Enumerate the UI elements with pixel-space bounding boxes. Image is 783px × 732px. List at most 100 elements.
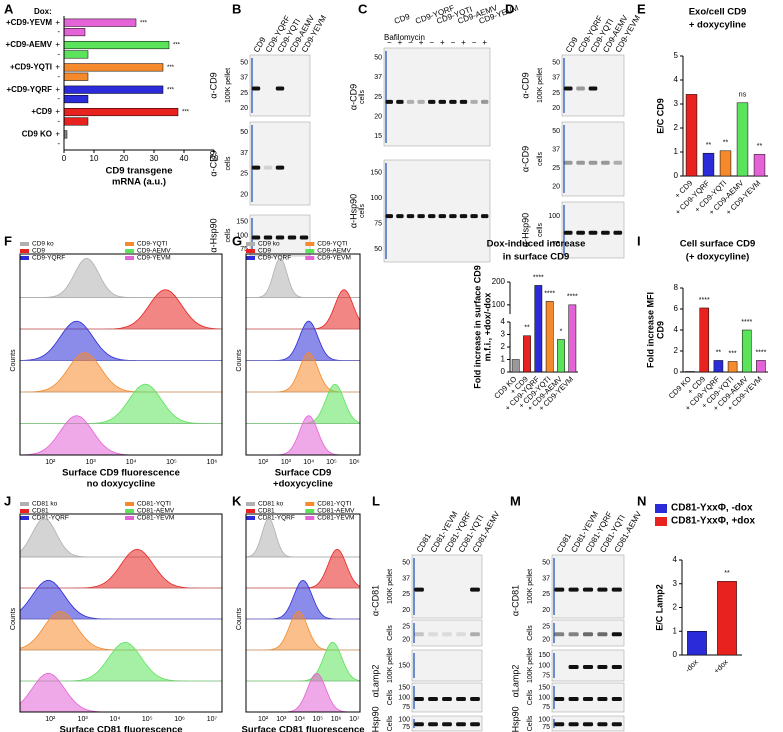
treatment-sign: − bbox=[451, 38, 456, 47]
mw-marker: 50 bbox=[402, 560, 410, 567]
band bbox=[396, 99, 404, 104]
significance: ns bbox=[739, 92, 747, 99]
y-axis-label: CD9 bbox=[655, 321, 665, 339]
sample-label: Cells bbox=[387, 625, 394, 641]
band bbox=[611, 696, 622, 701]
bar bbox=[736, 102, 749, 177]
bar bbox=[756, 360, 766, 373]
antibody-label: α-Hsp90 bbox=[348, 194, 358, 228]
x-tick-label: 10² bbox=[258, 459, 269, 466]
antibody-label: αLamp2 bbox=[510, 665, 520, 698]
band bbox=[438, 99, 447, 104]
legend-label: CD81-YQRF bbox=[32, 515, 69, 522]
x-tick-label: 10⁷ bbox=[207, 716, 218, 723]
significance: *** bbox=[167, 65, 175, 71]
panel-letter: G bbox=[232, 233, 242, 248]
band bbox=[414, 696, 424, 701]
x-tick-label: 10 bbox=[90, 154, 99, 163]
band bbox=[470, 722, 480, 727]
band bbox=[554, 696, 565, 701]
band bbox=[563, 86, 573, 91]
y-tick-label: 2 bbox=[674, 346, 679, 355]
legend-label: CD9 ko bbox=[258, 241, 280, 248]
legend-swatch bbox=[246, 509, 255, 513]
antibody-label: α-Hsp90 bbox=[520, 213, 530, 247]
band bbox=[597, 722, 608, 727]
band bbox=[396, 214, 404, 219]
band bbox=[428, 696, 438, 701]
mw-marker: 100 bbox=[538, 717, 550, 724]
band bbox=[456, 722, 466, 727]
x-tick-label: 10³ bbox=[86, 459, 97, 466]
y-tick-label: 4 bbox=[673, 555, 678, 564]
legend-swatch bbox=[20, 509, 29, 513]
band bbox=[611, 587, 622, 592]
sample-label: cells bbox=[359, 90, 366, 105]
band bbox=[299, 235, 309, 240]
legend-swatch bbox=[125, 509, 135, 513]
significance: *** bbox=[182, 110, 190, 116]
band bbox=[427, 214, 436, 219]
significance: ** bbox=[716, 349, 722, 356]
sample-label: 100K pellet bbox=[387, 569, 394, 604]
band bbox=[449, 214, 457, 219]
sample-label: cells bbox=[225, 228, 232, 243]
histogram bbox=[246, 610, 360, 651]
x-tick-label: 10⁵ bbox=[326, 459, 337, 466]
legend-label: CD9-YQTI bbox=[317, 241, 348, 248]
band bbox=[263, 235, 273, 240]
bar bbox=[687, 631, 707, 656]
series-sign: + bbox=[55, 62, 60, 71]
y-tick-label: 3 bbox=[673, 579, 678, 588]
band bbox=[417, 214, 425, 219]
band bbox=[263, 165, 273, 170]
y-axis-label: Counts bbox=[236, 349, 243, 372]
band bbox=[470, 632, 480, 637]
legend-swatch bbox=[305, 242, 315, 246]
mw-marker: 150 bbox=[538, 652, 550, 659]
band bbox=[613, 230, 623, 235]
histogram bbox=[19, 517, 222, 558]
band bbox=[417, 99, 425, 104]
mw-marker: 25 bbox=[542, 623, 550, 630]
treatment-sign: + bbox=[461, 38, 466, 47]
treatment-sign: + bbox=[398, 38, 403, 47]
category-label: +CD9-YEVM bbox=[6, 18, 52, 27]
series-sign: - bbox=[57, 139, 60, 148]
band bbox=[601, 230, 610, 235]
band bbox=[470, 214, 478, 219]
legend-swatch bbox=[20, 516, 29, 520]
legend-label: CD81 bbox=[32, 508, 49, 515]
x-tick-label: 20 bbox=[120, 154, 129, 163]
bar bbox=[63, 18, 137, 27]
y-tick-label: 1 bbox=[501, 355, 506, 364]
band bbox=[601, 160, 610, 165]
x-axis-label: Surface CD9 bbox=[275, 468, 332, 479]
sample-label: cells bbox=[537, 152, 544, 167]
bar bbox=[511, 359, 520, 373]
significance: **** bbox=[741, 319, 752, 326]
legend-swatch bbox=[655, 504, 667, 513]
treatment-sign: + bbox=[419, 38, 424, 47]
legend-label: CD81-YQTI bbox=[317, 501, 351, 508]
significance: *** bbox=[728, 350, 736, 357]
y-tick-label: 2 bbox=[501, 342, 506, 351]
antibody-label: α-Hsp90 bbox=[208, 218, 218, 252]
mw-marker: 20 bbox=[552, 184, 560, 191]
x-tick-label: 10⁴ bbox=[303, 459, 314, 466]
band bbox=[576, 230, 585, 235]
mw-marker: 20 bbox=[552, 105, 560, 112]
sample-label: Cells bbox=[527, 689, 534, 705]
legend-swatch bbox=[20, 242, 29, 246]
x-tick-label: 50 bbox=[210, 154, 219, 163]
x-axis-label: CD9 transgene bbox=[105, 166, 172, 177]
blot-membrane bbox=[561, 54, 625, 117]
y-axis-label: E/C Lamp2 bbox=[654, 584, 664, 631]
band bbox=[568, 587, 579, 592]
band bbox=[442, 632, 452, 637]
legend-label: CD81-YQTI bbox=[137, 501, 171, 508]
panel-letter: N bbox=[637, 493, 646, 508]
mw-marker: 100 bbox=[398, 694, 410, 701]
y-tick-label: 3 bbox=[674, 99, 679, 108]
